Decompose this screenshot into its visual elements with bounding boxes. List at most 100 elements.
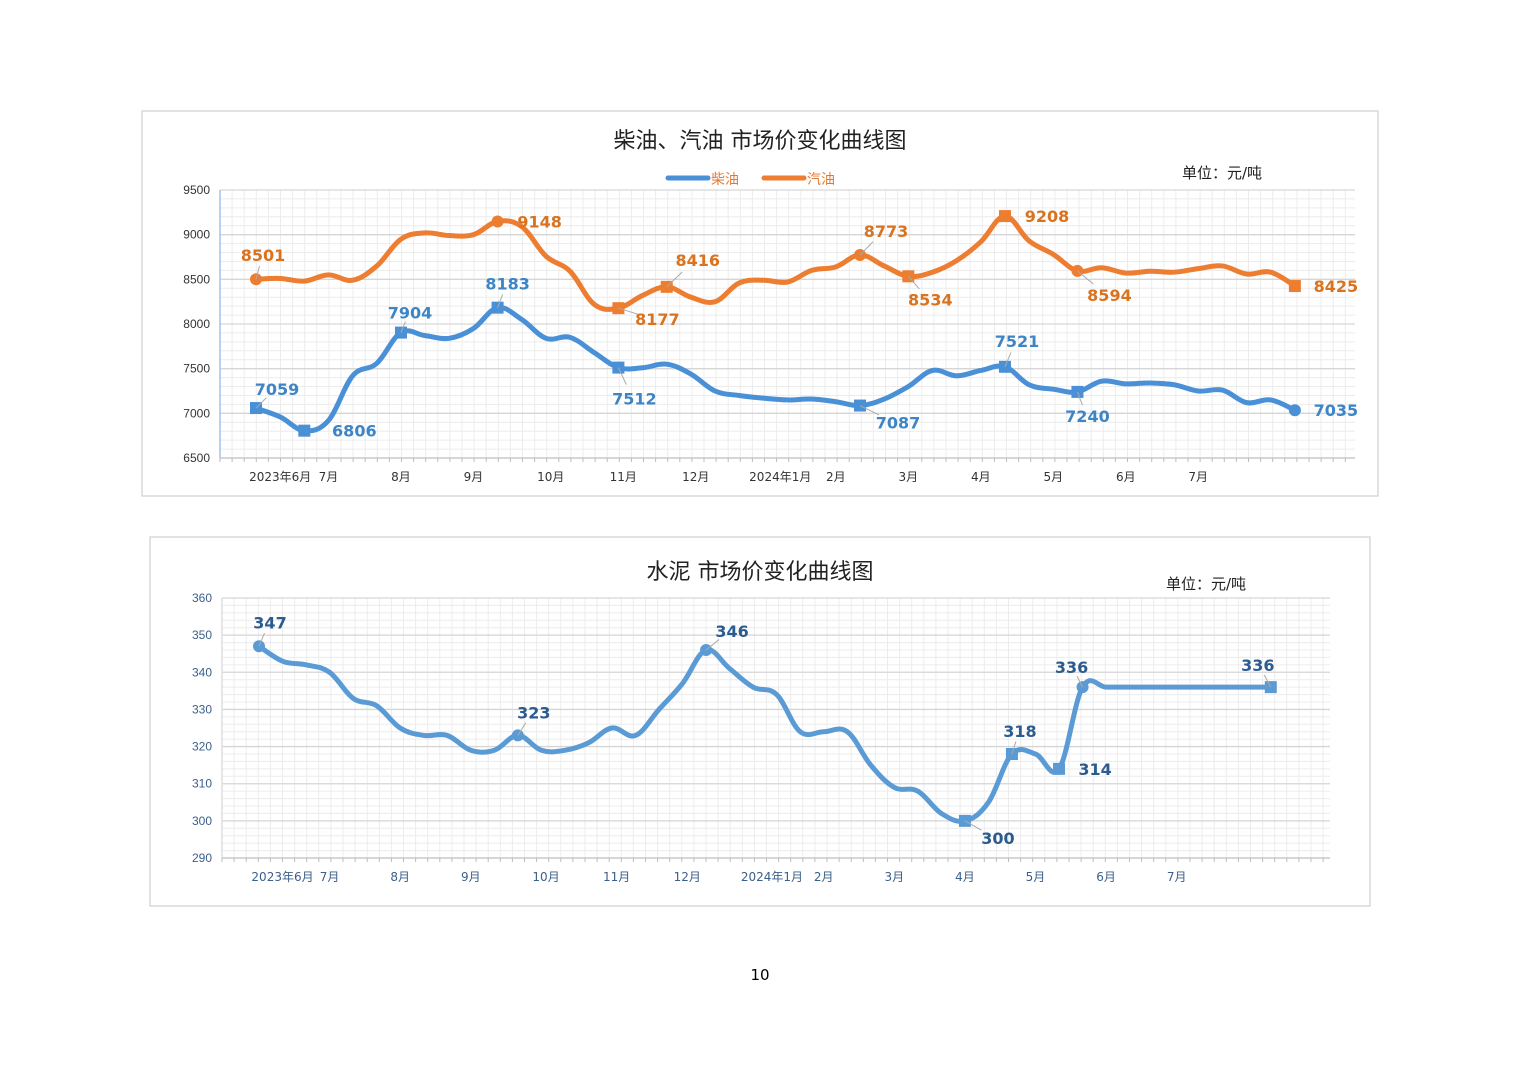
data-label: 7512 xyxy=(612,390,657,409)
leader-line xyxy=(907,275,920,290)
x-tick-label: 7月 xyxy=(1167,870,1187,884)
y-tick-label: 6500 xyxy=(183,451,210,465)
leader-line xyxy=(1263,674,1272,688)
legend-item-0: 柴油 xyxy=(665,172,739,188)
x-tick-label: 8月 xyxy=(390,870,410,884)
data-label: 9148 xyxy=(517,212,562,231)
data-label: 8534 xyxy=(908,290,953,309)
page-number: 10 xyxy=(750,966,770,984)
data-point-marker xyxy=(1288,404,1301,417)
data-label: 7059 xyxy=(255,380,300,399)
data-label: 8177 xyxy=(635,310,680,329)
leader-line xyxy=(859,241,874,256)
y-tick-label: 290 xyxy=(192,851,212,865)
data-label: 336 xyxy=(1241,656,1274,675)
y-tick-label: 340 xyxy=(192,665,212,679)
x-tick-label: 5月 xyxy=(1043,470,1063,484)
data-label: 336 xyxy=(1055,658,1088,677)
x-tick-label: 9月 xyxy=(461,870,481,884)
data-point-marker xyxy=(491,215,504,228)
leader-line xyxy=(964,820,982,831)
y-tick-label: 310 xyxy=(192,777,212,791)
x-tick-label: 7月 xyxy=(1188,470,1208,484)
x-tick-label: 12月 xyxy=(682,470,709,484)
x-tick-label: 2023年6月 xyxy=(249,470,311,484)
x-tick-label: 12月 xyxy=(674,870,701,884)
data-label: 314 xyxy=(1078,760,1111,779)
x-tick-label: 10月 xyxy=(537,470,564,484)
x-tick-label: 11月 xyxy=(603,870,630,884)
x-tick-label: 2024年1月 xyxy=(749,470,811,484)
series-line xyxy=(253,213,1298,312)
y-tick-label: 320 xyxy=(192,740,212,754)
data-label: 6806 xyxy=(332,422,377,441)
data-label: 9208 xyxy=(1025,207,1070,226)
x-tick-label: 10月 xyxy=(532,870,559,884)
leader-line xyxy=(666,271,683,288)
leader-line xyxy=(859,405,880,416)
chart-frame xyxy=(141,110,1379,497)
legend-label: 柴油 xyxy=(711,172,739,188)
y-tick-label: 7500 xyxy=(183,362,210,376)
data-label: 347 xyxy=(253,613,286,632)
x-tick-label: 5月 xyxy=(1026,870,1046,884)
leader-line xyxy=(400,321,406,333)
data-point-marker xyxy=(998,210,1011,223)
data-label: 7521 xyxy=(995,332,1040,351)
y-tick-label: 8500 xyxy=(183,272,210,286)
chart-title: 水泥 市场价变化曲线图 xyxy=(647,560,874,585)
leader-line xyxy=(497,294,504,308)
y-tick-label: 9500 xyxy=(183,183,210,197)
x-tick-label: 4月 xyxy=(971,470,991,484)
legend-label: 汽油 xyxy=(807,172,835,188)
leader-line xyxy=(255,397,267,409)
chart-1: 6500 7000 7500 8000 8500 9000 9500 2023年6月 7月 8月 9… xyxy=(141,110,1379,497)
data-label: 8183 xyxy=(485,275,530,294)
x-tick-label: 9月 xyxy=(464,470,484,484)
data-label: 323 xyxy=(517,703,550,722)
data-label: 7240 xyxy=(1065,407,1110,426)
series-柴油: 7059 6806 7904 8183 7512 7087 7521 7240 7035 xyxy=(250,275,1358,441)
x-tick-label: 3月 xyxy=(884,870,904,884)
y-tick-label: 300 xyxy=(192,814,212,828)
data-label: 7087 xyxy=(876,414,921,433)
leader-line xyxy=(1011,741,1017,755)
x-tick-label: 2024年1月 xyxy=(741,870,803,884)
x-tick-label: 2月 xyxy=(826,470,846,484)
data-label: 8773 xyxy=(864,222,909,241)
x-tick-label: 7月 xyxy=(319,470,339,484)
data-label: 300 xyxy=(981,829,1014,848)
leader-line xyxy=(617,367,627,385)
series-line xyxy=(253,304,1298,434)
data-point-marker xyxy=(1288,280,1301,293)
series-水泥: 347 323 346 300 318 314 336 336 xyxy=(253,613,1277,848)
y-tick-label: 8000 xyxy=(183,317,210,331)
y-tick-label: 9000 xyxy=(183,228,210,242)
chart-title: 柴油、汽油 市场价变化曲线图 xyxy=(614,129,907,154)
x-tick-label: 8月 xyxy=(391,470,411,484)
leader-line xyxy=(705,639,720,651)
data-label: 346 xyxy=(715,622,748,641)
unit-label: 单位：元/吨 xyxy=(1166,575,1246,593)
y-tick-label: 7000 xyxy=(183,406,210,420)
unit-label: 单位：元/吨 xyxy=(1182,164,1262,182)
data-label: 7035 xyxy=(1314,401,1359,420)
data-label: 8416 xyxy=(675,251,720,270)
x-tick-label: 2023年6月 xyxy=(251,870,313,884)
leader-line xyxy=(255,265,260,280)
data-label: 8501 xyxy=(241,246,286,265)
x-tick-label: 2月 xyxy=(814,870,834,884)
leader-line xyxy=(258,632,265,647)
x-tick-label: 6月 xyxy=(1116,470,1136,484)
series-line xyxy=(256,643,1274,824)
x-tick-label: 11月 xyxy=(610,470,637,484)
y-tick-label: 350 xyxy=(192,628,212,642)
x-tick-label: 3月 xyxy=(898,470,918,484)
data-label: 7904 xyxy=(388,304,433,323)
data-point-marker xyxy=(298,424,311,437)
data-label: 318 xyxy=(1003,722,1036,741)
leader-line xyxy=(1004,352,1012,367)
y-tick-label: 360 xyxy=(192,591,212,605)
leader-line xyxy=(618,307,639,315)
